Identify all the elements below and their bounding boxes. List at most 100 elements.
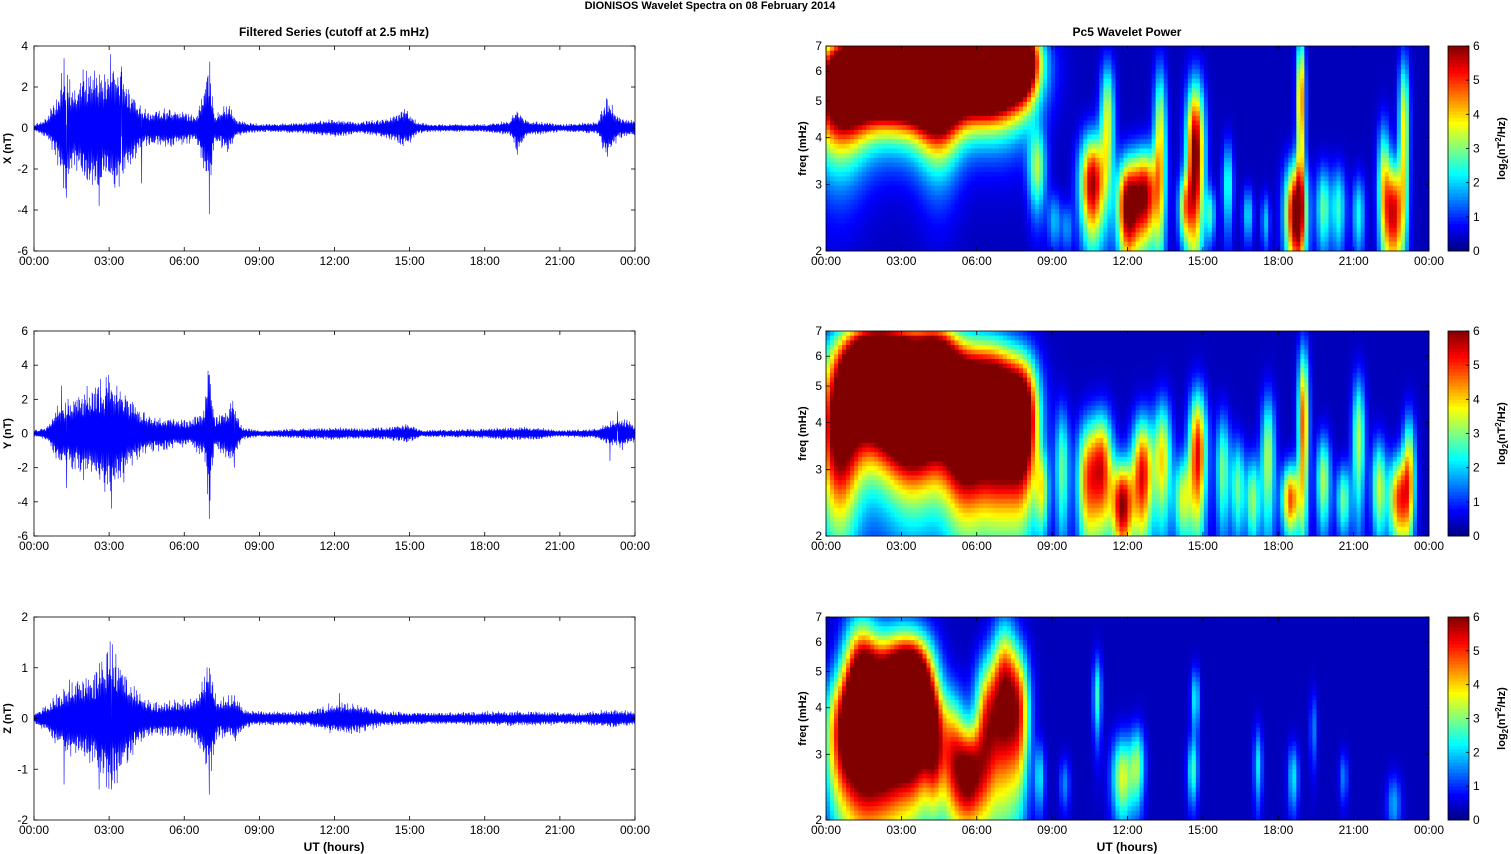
- power-cell: [1260, 73, 1265, 80]
- power-cell: [1244, 120, 1249, 126]
- power-cell: [870, 237, 875, 243]
- power-cell: [890, 181, 895, 187]
- power-cell: [1143, 167, 1148, 173]
- power-cell: [1031, 64, 1036, 70]
- power-cell: [1027, 87, 1032, 93]
- power-cell: [998, 213, 1004, 219]
- power-cell: [846, 129, 851, 135]
- power-cell: [1055, 148, 1060, 154]
- power-cell: [930, 64, 935, 70]
- power-cell: [958, 69, 964, 75]
- power-cell: [914, 148, 919, 154]
- power-cell: [1059, 181, 1064, 187]
- power-cell: [1236, 143, 1241, 149]
- power-cell: [1051, 143, 1056, 149]
- power-cell: [918, 181, 923, 187]
- power-cell: [1252, 129, 1257, 135]
- power-cell: [1018, 148, 1024, 154]
- power-cell: [1127, 111, 1132, 117]
- power-cell: [934, 227, 939, 233]
- power-cell: [1228, 143, 1233, 149]
- power-cell: [1103, 143, 1108, 149]
- power-cell: [1127, 227, 1132, 233]
- power-cell: [1175, 209, 1181, 215]
- power-cell: [1183, 73, 1189, 80]
- power-cell: [1135, 157, 1140, 163]
- power-cell: [1002, 134, 1008, 140]
- power-cell: [1091, 153, 1096, 159]
- power-cell: [1175, 129, 1181, 135]
- power-cell: [1163, 78, 1169, 84]
- power-cell: [1059, 97, 1064, 103]
- power-cell: [1236, 157, 1241, 163]
- power-cell: [1219, 162, 1225, 168]
- power-cell: [1119, 209, 1124, 215]
- power-cell: [854, 185, 859, 191]
- power-cell: [1099, 134, 1104, 140]
- power-cell: [850, 232, 855, 238]
- power-cell: [894, 213, 899, 219]
- power-cell: [958, 55, 964, 61]
- power-cell: [1147, 171, 1153, 177]
- power-cell: [1006, 120, 1012, 126]
- power-cell: [1219, 167, 1225, 173]
- power-cell: [1135, 106, 1140, 112]
- power-cell: [1260, 246, 1265, 252]
- power-cell: [1199, 129, 1205, 135]
- power-cell: [842, 232, 847, 238]
- power-cell: [1107, 83, 1112, 89]
- power-cell: [1131, 69, 1136, 75]
- power-cell: [878, 115, 883, 121]
- power-cell: [1119, 115, 1124, 121]
- power-cell: [902, 115, 907, 121]
- power-cell: [1075, 78, 1080, 84]
- power-cell: [1002, 59, 1008, 66]
- power-cell: [1111, 162, 1116, 168]
- power-cell: [1252, 83, 1257, 89]
- power-cell: [1215, 143, 1221, 149]
- power-cell: [1039, 125, 1044, 131]
- power-cell: [886, 185, 891, 191]
- power-cell: [834, 125, 839, 131]
- power-cell: [966, 181, 972, 187]
- power-cell: [1103, 106, 1108, 112]
- power-cell: [1059, 115, 1064, 121]
- power-cell: [970, 78, 976, 84]
- power-cell: [1043, 190, 1048, 196]
- power-cell: [894, 162, 899, 168]
- power-cell: [1151, 227, 1157, 233]
- power-cell: [994, 223, 1000, 229]
- power-cell: [1087, 148, 1092, 154]
- power-cell: [826, 148, 831, 154]
- power-cell: [1111, 157, 1116, 163]
- power-cell: [1167, 171, 1173, 177]
- power-cell: [1191, 50, 1197, 56]
- power-cell: [1163, 171, 1169, 177]
- power-cell: [1039, 143, 1044, 149]
- power-cell: [1215, 195, 1221, 201]
- power-cell: [1083, 55, 1088, 61]
- power-cell: [1091, 143, 1096, 149]
- power-cell: [874, 153, 879, 159]
- power-cell: [1067, 227, 1072, 233]
- power-cell: [854, 181, 859, 187]
- power-cell: [858, 213, 863, 219]
- power-cell: [1159, 78, 1165, 84]
- power-cell: [1010, 125, 1016, 131]
- power-cell: [830, 129, 835, 135]
- power-cell: [910, 148, 915, 154]
- power-cell: [1203, 46, 1209, 52]
- power-cell: [898, 50, 903, 56]
- power-cell: [834, 213, 839, 219]
- power-cell: [1127, 246, 1132, 252]
- power-cell: [874, 195, 879, 201]
- power-cell: [1055, 111, 1060, 117]
- power-cell: [1051, 59, 1056, 66]
- power-cell: [998, 83, 1004, 89]
- power-cell: [890, 46, 895, 52]
- power-cell: [1175, 171, 1181, 177]
- power-cell: [1087, 199, 1092, 205]
- power-cell: [934, 106, 939, 112]
- power-cell: [1244, 185, 1249, 191]
- x-tick-label-L2-3: 09:00: [244, 823, 274, 837]
